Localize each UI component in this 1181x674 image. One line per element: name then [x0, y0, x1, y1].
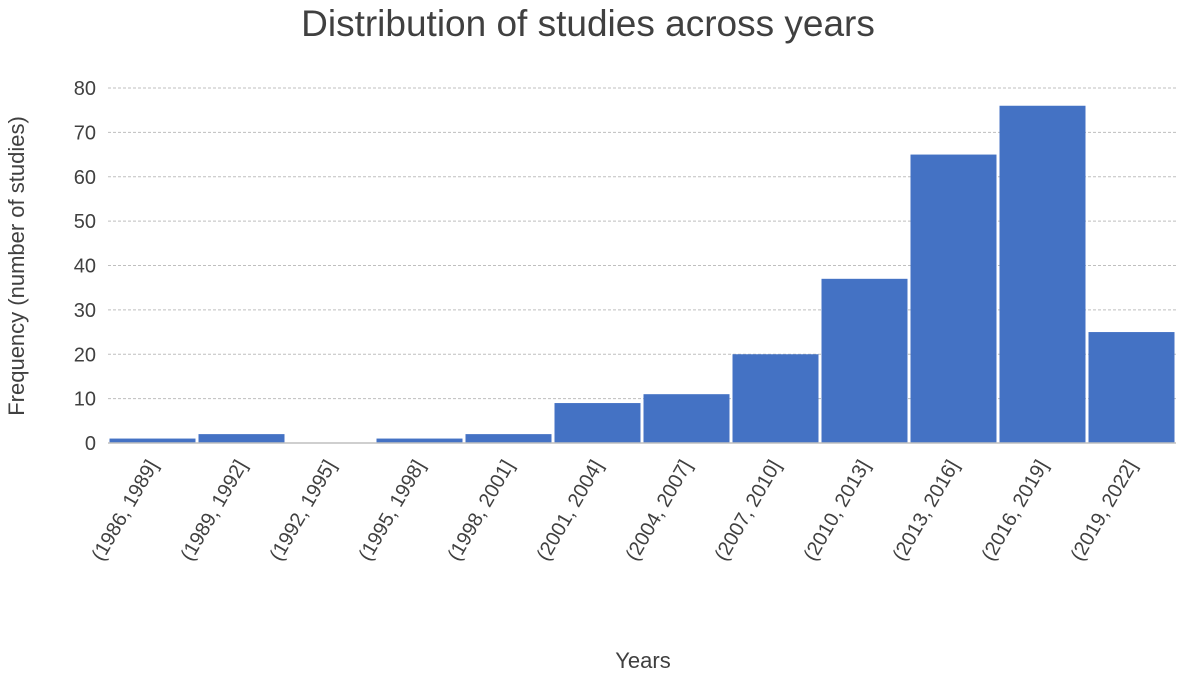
x-axis-label: Years: [615, 648, 670, 673]
bar: [376, 438, 463, 443]
bar: [1088, 332, 1175, 443]
y-tick-label: 50: [74, 211, 96, 233]
x-tick-label: (2007, 2010]: [711, 457, 786, 565]
x-tick-label: (1989, 1992]: [177, 457, 252, 565]
bar: [465, 434, 552, 443]
x-tick-label: (1995, 1998]: [355, 457, 430, 565]
x-tick-label: (2013, 2016]: [889, 457, 964, 565]
chart-title: Distribution of studies across years: [301, 3, 875, 44]
x-tick-label: (2016, 2019]: [978, 457, 1053, 565]
y-tick-label: 10: [74, 389, 96, 411]
y-tick-label: 80: [74, 78, 96, 100]
x-tick-label: (1986, 1989]: [88, 457, 163, 565]
y-tick-label: 0: [85, 433, 96, 455]
y-tick-label: 20: [74, 344, 96, 366]
x-tick-label: (2001, 2004]: [533, 457, 608, 565]
bar: [910, 154, 997, 443]
bar: [554, 403, 641, 443]
y-tick-label: 60: [74, 167, 96, 189]
x-tick-label: (1992, 1995]: [266, 457, 341, 565]
y-axis-label: Frequency (number of studies): [4, 116, 29, 416]
x-tick-labels: (1986, 1989] (1989, 1992] (1992, 1995] (199…: [88, 457, 1142, 565]
bar: [198, 434, 285, 443]
bar: [643, 394, 730, 443]
bars: [109, 105, 1175, 443]
x-tick-label: (1998, 2001]: [444, 457, 519, 565]
y-tick-label: 70: [74, 122, 96, 144]
gridlines: [108, 87, 1176, 400]
x-tick-label: (2004, 2007]: [622, 457, 697, 565]
bar: [821, 278, 908, 443]
x-tick-label: (2010, 2013]: [800, 457, 875, 565]
x-tick-label: (2019, 2022]: [1067, 457, 1142, 565]
y-tick-label: 40: [74, 256, 96, 278]
y-tick-label: 30: [74, 300, 96, 322]
y-tick-labels: 0 10 20 30 40 50 60 70 80: [74, 78, 96, 455]
bar: [109, 438, 196, 443]
bar: [732, 354, 819, 443]
bar: [999, 105, 1086, 443]
